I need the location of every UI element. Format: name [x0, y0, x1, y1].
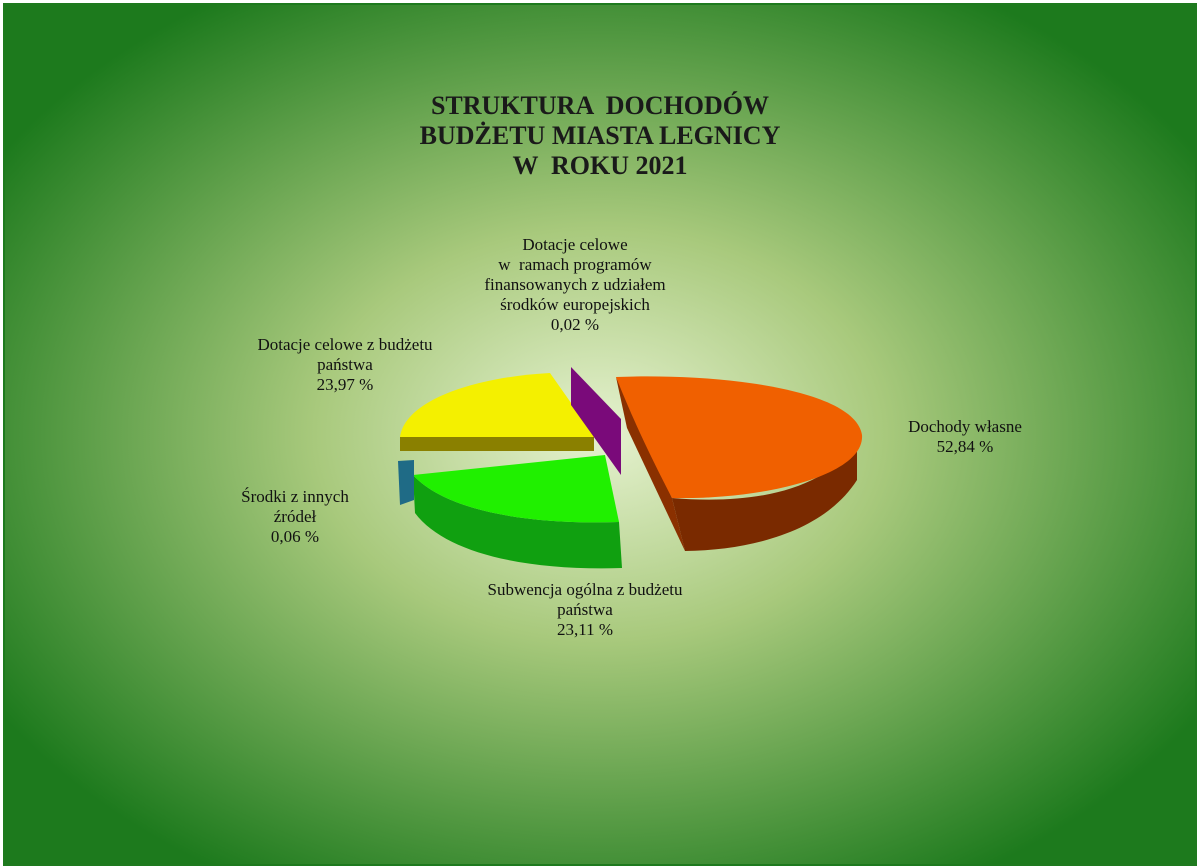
slice-label-srodki-value: 0,06 %: [270, 527, 320, 546]
chart-frame: STRUKTURA DOCHODÓW BUDŻETU MIASTA LEGNIC…: [3, 3, 1197, 866]
slice-label-subwencja: Subwencja ogólna z budżetu państwa 23,11…: [445, 580, 725, 640]
pie-slice-side-subwencja: [413, 475, 622, 569]
slice-label-dotacje-budzet: Dotacje celowe z budżetu państwa 23,97 %: [225, 335, 465, 395]
slice-label-dotacje-ue-value: 0,02 %: [550, 315, 600, 334]
slice-label-dotacje-budzet-name-1: Dotacje celowe z budżetu: [257, 335, 433, 354]
chart-title-line-3: W ROKU 2021: [512, 151, 688, 180]
slice-label-dotacje-ue-name-3: finansowanych z udziałem: [484, 275, 666, 294]
pie-chart: [398, 367, 863, 569]
pie-slice-subwencja: [413, 455, 619, 523]
pie-slice-side-dochody-wlasne: [616, 377, 685, 551]
pie-slice-side-dochody-wlasne-rim: [672, 442, 857, 551]
chart-title-line-1: STRUKTURA DOCHODÓW: [430, 91, 770, 120]
slice-label-dochody-wlasne-value: 52,84 %: [936, 437, 994, 456]
pie-slice-side-dotacje-budzet: [400, 437, 594, 451]
slice-label-dotacje-ue-name-4: środków europejskich: [500, 295, 650, 314]
slice-label-srodki-name-2: źródeł: [273, 507, 317, 526]
slice-label-dotacje-ue: Dotacje celowe w ramach programów finans…: [425, 235, 725, 335]
slice-label-dochody-wlasne-name: Dochody własne: [908, 417, 1022, 436]
slice-label-subwencja-value: 23,11 %: [556, 620, 614, 639]
slice-label-srodki: Środki z innych źródeł 0,06 %: [205, 487, 385, 547]
pie-slice-dotacje-ue: [571, 367, 621, 475]
slice-label-dochody-wlasne: Dochody własne 52,84 %: [865, 417, 1065, 457]
slice-label-dotacje-ue-name-1: Dotacje celowe: [522, 235, 628, 254]
pie-slice-dotacje-budzet: [400, 373, 595, 437]
pie-slice-dochody-wlasne: [616, 376, 863, 499]
slice-label-subwencja-name-1: Subwencja ogólna z budżetu: [487, 580, 683, 599]
chart-title-line-2: BUDŻETU MIASTA LEGNICY: [419, 121, 781, 150]
slice-label-subwencja-name-2: państwa: [557, 600, 613, 619]
chart-title: STRUKTURA DOCHODÓW BUDŻETU MIASTA LEGNIC…: [5, 91, 1195, 181]
slice-label-dotacje-budzet-name-2: państwa: [317, 355, 373, 374]
slice-label-dotacje-budzet-value: 23,97 %: [316, 375, 374, 394]
slice-label-dotacje-ue-name-2: w ramach programów: [498, 255, 652, 274]
slice-label-srodki-name-1: Środki z innych: [241, 487, 349, 506]
pie-slice-srodki-z-innych-zrodel: [398, 460, 414, 505]
